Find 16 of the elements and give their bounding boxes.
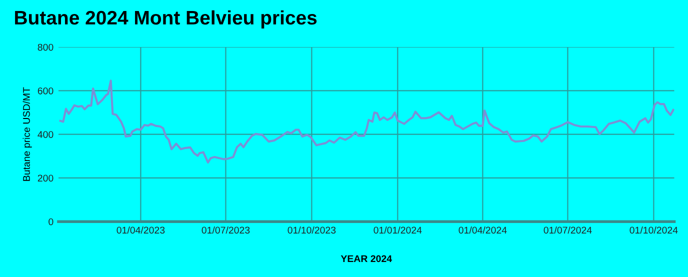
y-axis-title: Butane price USD/MT [22,87,32,181]
x-tick-label: 01/10/2024 [630,226,678,234]
x-tick-label: 01/04/2024 [458,226,507,234]
y-tick-label: 400 [38,131,54,138]
y-tick-label: 600 [38,87,54,94]
x-tick-label: 01/07/2024 [544,226,592,234]
chart-title: Butane 2024 Mont Belvieu prices [15,10,317,28]
x-axis-title: YEAR 2024 [340,255,392,262]
x-tick-label: 01/10/2023 [288,226,336,234]
y-tick-label: 200 [38,174,54,182]
y-tick-label: 0 [48,218,54,226]
x-tick-label: 01/07/2023 [202,226,250,234]
y-tick-label: 800 [38,44,54,51]
x-tick-label: 01/01/2024 [374,226,422,234]
x-tick-label: 01/04/2023 [116,226,165,234]
line-series [59,80,674,164]
